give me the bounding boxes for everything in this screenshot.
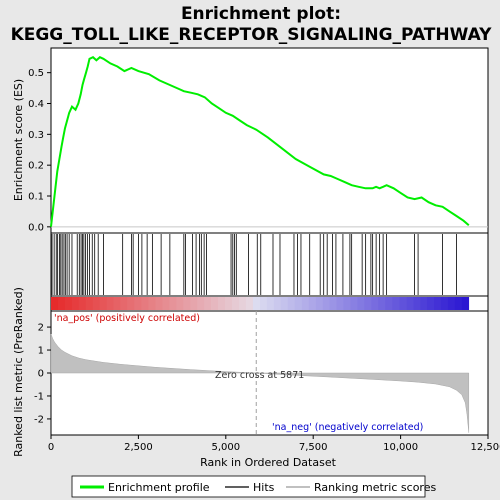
ranking-bar-segment <box>434 297 441 310</box>
ranking-bar-segment <box>211 297 218 310</box>
ranking-bar-segment <box>350 297 357 310</box>
ranking-bar-segment <box>232 297 239 310</box>
pos-correlated-label: 'na_pos' (positively correlated) <box>54 313 200 324</box>
ranking-bar-segment <box>169 297 176 310</box>
ranking-bar-segment <box>462 297 469 310</box>
ranking-color-bar <box>51 296 488 311</box>
es-y-tick-label: 0.5 <box>28 68 44 79</box>
ranking-bar-segment <box>448 297 455 310</box>
ranking-bar-segment <box>142 297 149 310</box>
ranking-bar-segment <box>343 297 350 310</box>
ranking-bar-segment <box>86 297 93 310</box>
ranking-bar-segment <box>128 297 135 310</box>
es-y-tick-label: 0.3 <box>28 130 44 141</box>
ranking-bar-segment <box>100 297 107 310</box>
ranking-bar-segment <box>406 297 413 310</box>
ranking-bar-segment <box>135 297 142 310</box>
ranking-bar-segment <box>253 297 260 310</box>
es-y-tick-label: 0.1 <box>28 192 44 203</box>
ranking-bar-segment <box>155 297 162 310</box>
ranking-bar-segment <box>441 297 448 310</box>
metric-y-tick-label: -1 <box>34 391 44 402</box>
ranking-bar-segment <box>413 297 420 310</box>
ranking-bar-segment <box>148 297 155 310</box>
es-y-tick-label: 0.4 <box>28 99 44 110</box>
ranking-bar-segment <box>357 297 364 310</box>
metric-y-tick-label: 1 <box>38 346 44 357</box>
ranking-bar-segment <box>190 297 197 310</box>
ranking-bar-segment <box>93 297 100 310</box>
x-axis-label: Rank in Ordered Dataset <box>200 456 337 469</box>
legend-enrichment-label: Enrichment profile <box>108 481 210 494</box>
hits-plot-area <box>51 233 488 296</box>
x-axis: 0 2,500 5,000 7,500 10,000 12,500 <box>48 435 500 453</box>
ranking-bar-segment <box>427 297 434 310</box>
chart-title-line1: Enrichment plot: <box>181 4 341 24</box>
ranking-bar-segment <box>218 297 225 310</box>
x-tick-label: 2,500 <box>124 442 153 453</box>
ranking-bar-segment <box>281 297 288 310</box>
chart-title-line2: KEGG_TOLL_LIKE_RECEPTOR_SIGNALING_PATHWA… <box>11 25 493 45</box>
ranking-bar-segment <box>58 297 65 310</box>
ranking-bar-segment <box>197 297 204 310</box>
ranking-bar-segment <box>385 297 392 310</box>
ranking-bar-segment <box>51 297 58 310</box>
es-y-axis: 0.0 0.1 0.2 0.3 0.4 0.5 <box>28 68 51 233</box>
ranking-bar-segment <box>72 297 79 310</box>
ranking-bar-segment <box>274 297 281 310</box>
x-tick-label: 12,500 <box>471 442 500 453</box>
ranking-bar-segment <box>121 297 128 310</box>
ranking-bar-segment <box>267 297 274 310</box>
ranking-bar-segment <box>176 297 183 310</box>
ranking-bar-segment <box>371 297 378 310</box>
ranking-bar-segment <box>364 297 371 310</box>
ranking-bar-segment <box>239 297 246 310</box>
ranking-bar-segment <box>455 297 462 310</box>
metric-y-axis: 2 1 0 -1 -2 <box>34 323 51 426</box>
legend-metric-label: Ranking metric scores <box>314 481 436 494</box>
ranking-bar-segment <box>302 297 309 310</box>
ranking-bar-segment <box>399 297 406 310</box>
x-tick-label: 0 <box>48 442 54 453</box>
ranking-bar-segment <box>79 297 86 310</box>
ranking-bar-segment <box>65 297 72 310</box>
ranking-bar-segment <box>309 297 316 310</box>
ranking-bar-segment <box>288 297 295 310</box>
ranking-bar-segment <box>323 297 330 310</box>
es-y-tick-label: 0.0 <box>28 222 44 233</box>
ranking-bar-segment <box>260 297 267 310</box>
zero-cross-label: Zero cross at 5871 <box>215 370 304 381</box>
ranking-bar-segment <box>392 297 399 310</box>
metric-y-tick-label: 2 <box>38 323 44 334</box>
x-tick-label: 5,000 <box>211 442 240 453</box>
es-plot-area <box>51 48 488 233</box>
ranking-bar-segment <box>420 297 427 310</box>
ranking-bar-segment <box>225 297 232 310</box>
ranking-bar-segment <box>378 297 385 310</box>
neg-correlated-label: 'na_neg' (negatively correlated) <box>272 422 423 433</box>
ranking-bar-segment <box>107 297 114 310</box>
es-y-tick-label: 0.2 <box>28 161 44 172</box>
ranking-bar-segment <box>336 297 343 310</box>
legend: Enrichment profile Hits Ranking metric s… <box>72 476 436 497</box>
ranking-bar-segment <box>316 297 323 310</box>
ranking-bar-segment <box>246 297 253 310</box>
metric-y-tick-label: 0 <box>38 369 44 380</box>
ranking-bar-segment <box>295 297 302 310</box>
ranking-bar-segment <box>204 297 211 310</box>
ranking-bar-segment <box>330 297 337 310</box>
metric-panel: 2 1 0 -1 -2 'na_pos' (positively correlated)… <box>12 287 488 457</box>
ranking-bar-segment <box>162 297 169 310</box>
x-tick-label: 7,500 <box>299 442 328 453</box>
ranking-bar-segment <box>183 297 190 310</box>
metric-y-axis-label: Ranked list metric (PreRanked) <box>12 287 25 457</box>
es-panel: 0.0 0.1 0.2 0.3 0.4 0.5 Enrichment score (ES) <box>12 48 488 233</box>
metric-y-tick-label: -2 <box>34 414 44 425</box>
legend-hits-label: Hits <box>253 481 275 494</box>
hits-panel <box>51 233 488 296</box>
ranking-bar-segment <box>114 297 121 310</box>
es-y-axis-label: Enrichment score (ES) <box>12 79 25 201</box>
x-tick-label: 10,000 <box>383 442 418 453</box>
